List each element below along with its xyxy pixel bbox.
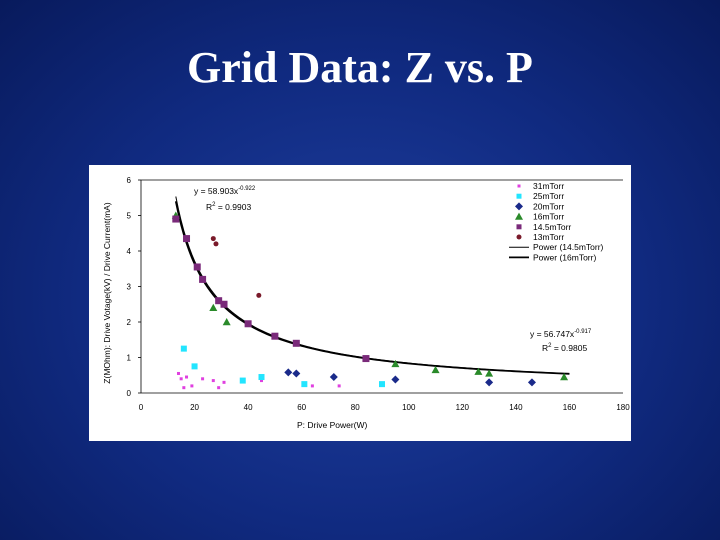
data-point: [292, 339, 300, 347]
chart-panel: 0 1 2 3 4 5 6 0 20 40 60 80 100 120 140 160 180 y = 58.9…: [89, 165, 631, 441]
data-point: [172, 215, 180, 223]
data-point: [431, 365, 440, 374]
data-point: [190, 384, 194, 388]
legend-label: 25mTorr: [533, 191, 564, 201]
data-point: [176, 371, 180, 375]
legend-label: 14.5mTorr: [533, 222, 571, 232]
r-squared-1: R2 = 0.9903: [206, 202, 251, 212]
x-tick-label: 160: [563, 403, 577, 412]
legend-label: 16mTorr: [533, 212, 564, 222]
equation-2: y = 56.747x-0.917: [530, 329, 592, 339]
data-point: [474, 367, 483, 375]
data-point: [260, 379, 263, 383]
legend-marker: [515, 202, 523, 211]
data-point: [256, 292, 262, 298]
y-tick-label: 3: [127, 283, 132, 292]
x-tick-label: 100: [402, 403, 416, 412]
slide-title: Grid Data: Z vs. P: [187, 43, 533, 92]
legend-marker: [516, 234, 522, 240]
data-point: [284, 368, 293, 377]
axis-labels: P: Drive Power(W) Z(MOhm): Drive Votage(…: [102, 202, 368, 430]
data-point: [220, 300, 228, 308]
data-point: [213, 241, 219, 247]
data-point: [362, 355, 370, 363]
data-point: [379, 381, 385, 388]
y-tick-label: 5: [127, 212, 132, 221]
x-tick-label: 40: [244, 403, 253, 412]
data-point: [201, 377, 205, 381]
legend-label: Power (14.5mTorr): [533, 242, 604, 252]
trendline: [175, 196, 570, 375]
y-tick-label: 4: [127, 247, 132, 256]
data-point: [215, 297, 223, 305]
equation-annotations: y = 58.903x-0.922 R2 = 0.9903 y = 56.747…: [194, 186, 592, 353]
y-tick-label: 2: [127, 318, 132, 327]
data-point: [485, 378, 494, 387]
legend-label: 20mTorr: [533, 201, 564, 211]
data-point: [292, 369, 301, 378]
data-points: [171, 211, 569, 390]
x-tick-label: 0: [139, 403, 144, 412]
y-tick-label: 6: [127, 176, 132, 185]
x-tick-label: 80: [351, 403, 360, 412]
data-point: [391, 375, 400, 384]
data-point: [301, 381, 308, 388]
data-point: [391, 359, 400, 368]
legend-label: 31mTorr: [533, 181, 564, 191]
legend-marker: [517, 184, 521, 188]
trendline: [174, 201, 570, 375]
data-point: [258, 374, 265, 381]
data-point: [222, 318, 231, 326]
data-point: [239, 377, 246, 384]
data-point: [217, 386, 221, 390]
x-tick-label: 60: [297, 403, 306, 412]
data-point: [209, 303, 218, 311]
data-point: [180, 345, 187, 352]
y-axis-label: Z(MOhm): Drive Votage(kV) / Drive Curren…: [102, 202, 112, 384]
y-tick-label: 0: [127, 389, 132, 398]
data-point: [244, 320, 252, 328]
x-tick-label: 140: [509, 403, 523, 412]
data-point: [560, 373, 569, 381]
r-squared-2: R2 = 0.9805: [542, 343, 587, 353]
trendlines: [174, 196, 570, 375]
x-axis-label: P: Drive Power(W): [297, 420, 368, 430]
data-point: [527, 378, 536, 387]
data-point: [271, 332, 279, 340]
data-point: [211, 379, 215, 383]
x-tick-label: 20: [190, 403, 199, 412]
x-tick-label: 120: [456, 403, 470, 412]
data-point: [210, 236, 216, 242]
data-point: [337, 384, 341, 388]
y-tick-label: 1: [127, 354, 132, 363]
legend-marker: [516, 224, 522, 230]
data-point: [185, 375, 189, 379]
data-point: [222, 380, 226, 384]
data-point: [199, 275, 207, 283]
legend-label: Power (16mTorr): [533, 252, 596, 262]
legend-marker: [515, 212, 523, 220]
legend-marker: [516, 193, 522, 199]
data-point: [310, 384, 314, 388]
data-point: [485, 369, 494, 377]
legend-label: 13mTorr: [533, 232, 564, 242]
data-point: [182, 386, 186, 390]
data-point: [329, 373, 338, 382]
equation-1: y = 58.903x-0.922: [194, 186, 256, 196]
data-point: [179, 377, 183, 381]
data-point: [193, 263, 201, 271]
legend: 31mTorr25mTorr20mTorr16mTorr14.5mTorr13m…: [509, 181, 604, 262]
data-point: [183, 235, 191, 243]
x-tick-label: 180: [616, 403, 630, 412]
data-point: [191, 363, 198, 370]
